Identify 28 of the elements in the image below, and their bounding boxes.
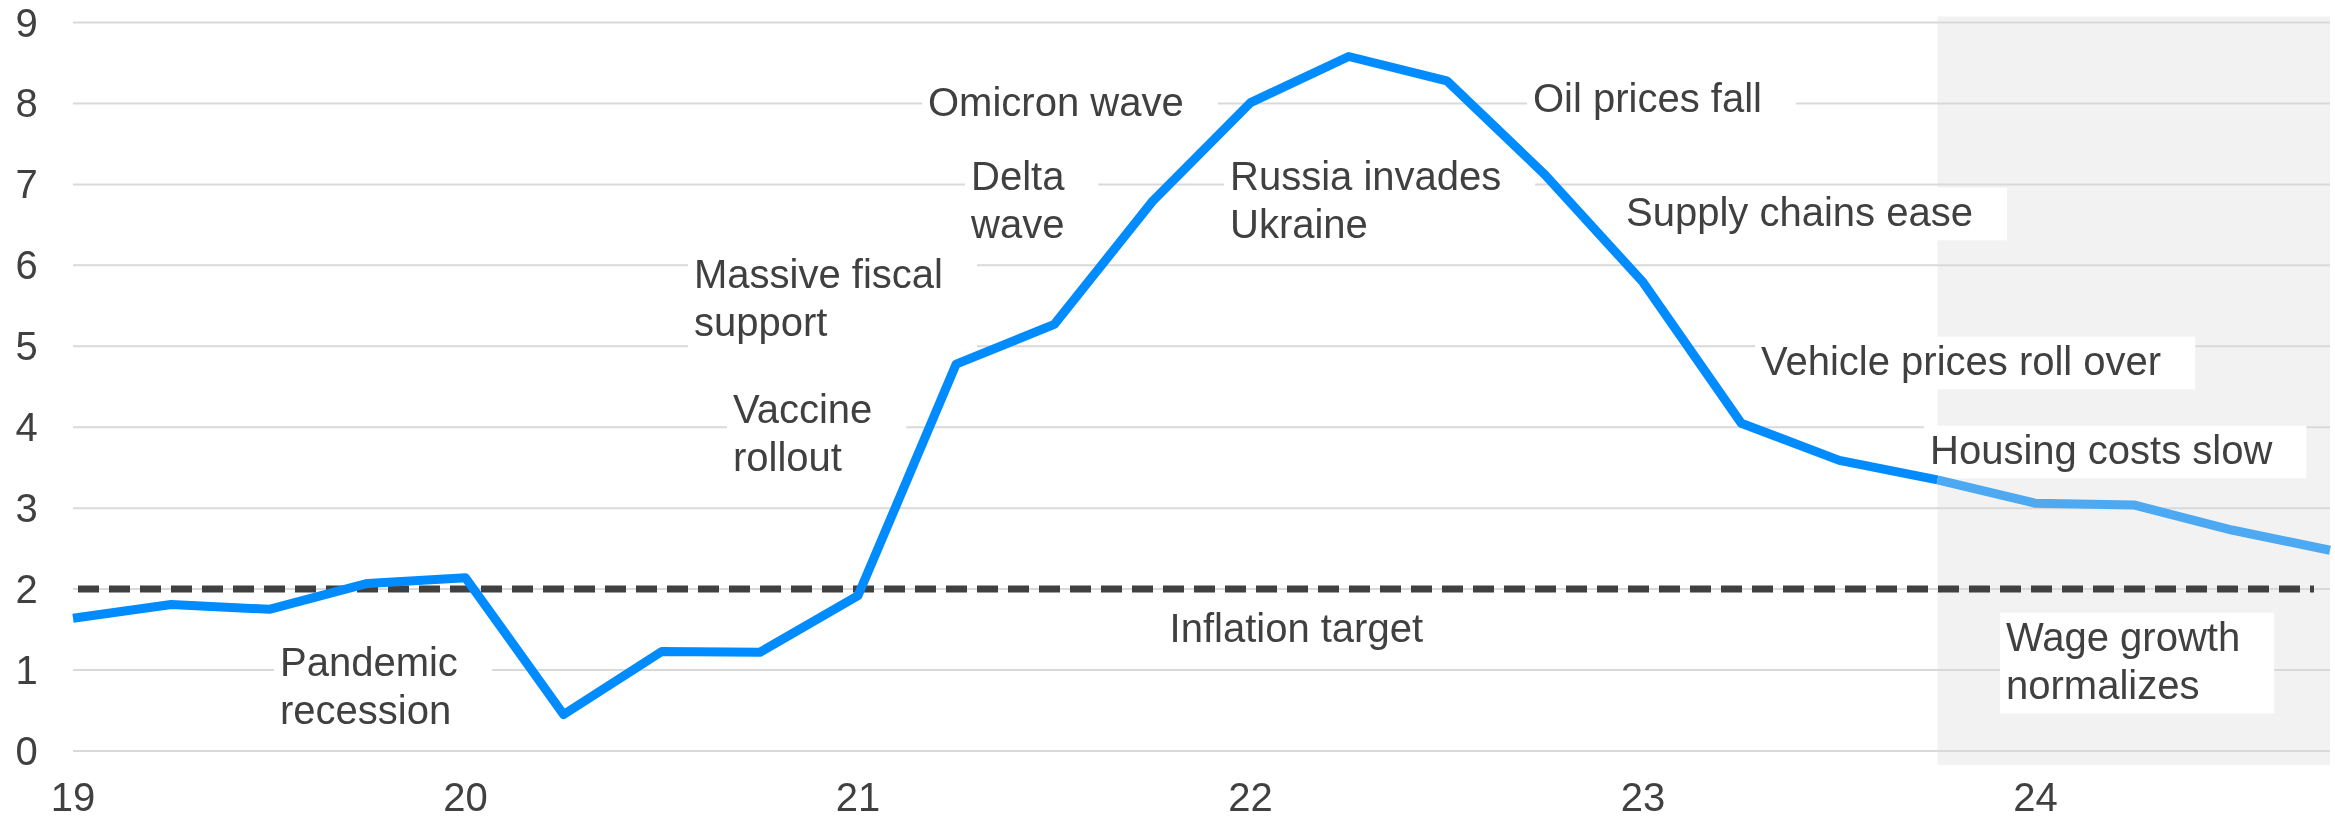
- annotation: Wage growth normalizes: [2006, 615, 2241, 708]
- y-tick-label: 1: [15, 648, 38, 693]
- x-tick-label: 21: [835, 775, 881, 816]
- annotation: Oil prices fall: [1533, 76, 1762, 121]
- annotation: Pandemic recession: [280, 640, 458, 733]
- x-tick-label: 20: [443, 775, 488, 816]
- y-tick-label: 9: [15, 0, 38, 45]
- annotation: Housing costs slow: [1930, 428, 2273, 473]
- annotation: Delta wave: [970, 154, 1066, 247]
- x-tick-label: 22: [1228, 775, 1273, 816]
- annotation: Massive fiscal support: [694, 252, 943, 345]
- y-tick-label: 7: [15, 162, 38, 207]
- y-tick-label: 3: [15, 486, 38, 531]
- annotation: Vehicle prices roll over: [1761, 339, 2162, 384]
- annotation: Omicron wave: [928, 80, 1184, 125]
- annotation: Supply chains ease: [1626, 190, 1973, 235]
- annotation: Russia invades Ukraine: [1230, 154, 1502, 247]
- y-tick-label: 5: [15, 324, 38, 369]
- ref-line-label: Inflation target: [1169, 606, 1424, 651]
- y-tick-label: 2: [15, 567, 38, 612]
- y-tick-label: 6: [15, 243, 38, 288]
- annotation: Vaccine rollout: [733, 387, 873, 480]
- y-tick-label: 0: [15, 729, 38, 773]
- x-tick-label: 24: [2013, 775, 2058, 816]
- y-tick-label: 4: [15, 405, 38, 450]
- x-tick-label: 23: [1620, 775, 1666, 816]
- x-tick-label: 19: [50, 775, 96, 816]
- y-tick-label: 8: [15, 81, 38, 126]
